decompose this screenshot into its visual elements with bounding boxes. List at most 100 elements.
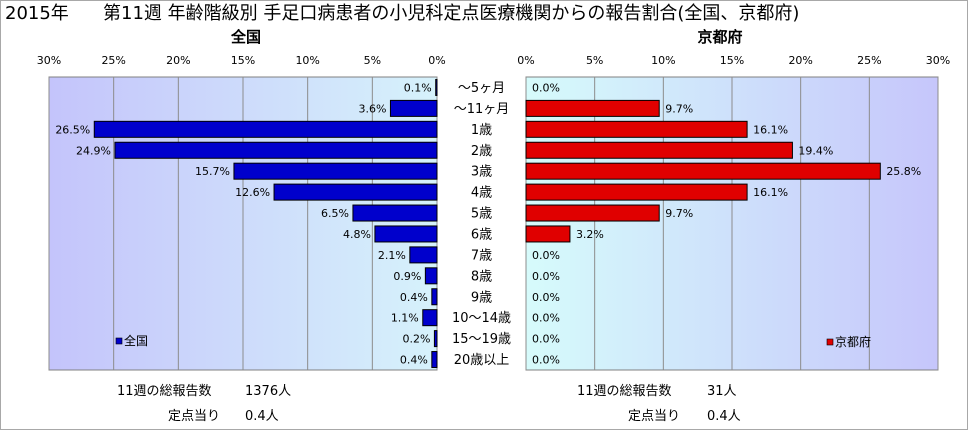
national-tick-label: 30% bbox=[37, 54, 61, 67]
kyoto-bar bbox=[525, 141, 793, 159]
kyoto-total-value: 31人 bbox=[707, 384, 737, 399]
figure-year: 2015年 bbox=[5, 3, 69, 24]
kyoto-data-label: 9.7% bbox=[665, 207, 693, 220]
category-label: 4歳 bbox=[471, 186, 492, 201]
kyoto-tick-label: 10% bbox=[651, 54, 675, 67]
kyoto-bar bbox=[525, 183, 748, 201]
kyoto-tick-label: 25% bbox=[857, 54, 881, 67]
national-data-label: 1.1% bbox=[391, 312, 419, 325]
kyoto-bar bbox=[525, 120, 748, 138]
kyoto-chart-title: 京都府 bbox=[697, 28, 742, 46]
category-label: ～5ヶ月 bbox=[458, 81, 505, 96]
kyoto-data-label: 0.0% bbox=[532, 354, 560, 367]
kyoto-data-label: 0.0% bbox=[532, 291, 560, 304]
category-label: 6歳 bbox=[471, 227, 492, 242]
kyoto-bar bbox=[525, 99, 660, 117]
kyoto-bar bbox=[525, 225, 571, 243]
national-bar bbox=[422, 309, 438, 327]
category-label: 20歳以上 bbox=[454, 353, 510, 368]
category-label: 9歳 bbox=[471, 290, 492, 305]
national-tick-label: 5% bbox=[364, 54, 381, 67]
kyoto-total-label: 11週の総報告数 bbox=[577, 384, 672, 399]
kyoto-chart: 0% 5% 10% 15% 20% 25% 30% 0.0% 9.7% 16.1% 19.4% 25.… bbox=[517, 54, 950, 371]
national-tick-label: 0% bbox=[428, 54, 445, 67]
national-data-label: 12.6% bbox=[235, 186, 270, 199]
kyoto-bar bbox=[525, 162, 881, 180]
category-label: ～11ヶ月 bbox=[454, 102, 510, 117]
kyoto-data-label: 0.0% bbox=[532, 312, 560, 325]
national-data-label: 0.4% bbox=[400, 354, 428, 367]
national-tick-label: 25% bbox=[101, 54, 125, 67]
category-label: 3歳 bbox=[471, 165, 492, 180]
national-chart: 0% 5% 10% 15% 20% 25% 30% 0.1% 3.6% 26.5% 24.9% 15.… bbox=[37, 54, 446, 371]
national-bar bbox=[114, 141, 438, 159]
figure-title: 第11週 年齢階級別 手足口病患者の小児科定点医療機関からの報告割合(全国、京都… bbox=[103, 3, 799, 24]
kyoto-data-label: 19.4% bbox=[798, 144, 833, 157]
national-data-label: 26.5% bbox=[55, 123, 90, 136]
national-data-label: 6.5% bbox=[321, 207, 349, 220]
kyoto-tick-label: 0% bbox=[517, 54, 534, 67]
national-chart-title: 全国 bbox=[230, 28, 261, 46]
national-total-label: 11週の総報告数 bbox=[117, 384, 212, 399]
category-label: 10～14歳 bbox=[452, 311, 511, 326]
national-data-label: 2.1% bbox=[378, 249, 406, 262]
national-bar bbox=[352, 204, 438, 222]
category-label: 15～19歳 bbox=[452, 332, 511, 347]
national-bar bbox=[389, 99, 438, 117]
national-bar bbox=[433, 330, 438, 348]
category-label: 7歳 bbox=[471, 248, 492, 263]
national-data-label: 0.2% bbox=[402, 333, 430, 346]
kyoto-tick-label: 15% bbox=[720, 54, 744, 67]
category-label: 2歳 bbox=[471, 144, 492, 159]
national-summary: 11週の総報告数 1376人 定点当り 0.4人 bbox=[117, 384, 291, 424]
kyoto-data-label: 25.8% bbox=[886, 165, 921, 178]
kyoto-data-label: 0.0% bbox=[532, 333, 560, 346]
national-bar bbox=[409, 246, 438, 264]
national-bar bbox=[424, 267, 438, 285]
national-data-label: 0.4% bbox=[400, 291, 428, 304]
category-label: 8歳 bbox=[471, 269, 492, 284]
kyoto-data-label: 16.1% bbox=[753, 123, 788, 136]
national-tick-label: 20% bbox=[166, 54, 190, 67]
national-per-site-label: 定点当り bbox=[168, 409, 220, 424]
national-data-label: 0.9% bbox=[393, 270, 421, 283]
kyoto-data-label: 0.0% bbox=[532, 81, 560, 94]
kyoto-bar bbox=[525, 204, 660, 222]
kyoto-data-label: 0.0% bbox=[532, 270, 560, 283]
kyoto-data-label: 16.1% bbox=[753, 186, 788, 199]
national-data-label: 0.1% bbox=[404, 81, 432, 94]
national-bar bbox=[431, 351, 438, 369]
national-bar bbox=[431, 288, 438, 306]
category-label: 1歳 bbox=[471, 123, 492, 138]
kyoto-per-site-value: 0.4人 bbox=[707, 409, 741, 424]
kyoto-data-label: 9.7% bbox=[665, 102, 693, 115]
kyoto-legend-swatch bbox=[826, 338, 834, 346]
national-tick-label: 10% bbox=[295, 54, 319, 67]
kyoto-tick-label: 30% bbox=[926, 54, 950, 67]
kyoto-per-site-label: 定点当り bbox=[628, 409, 680, 424]
national-bar bbox=[374, 225, 438, 243]
national-total-value: 1376人 bbox=[245, 384, 291, 399]
category-label: 5歳 bbox=[471, 207, 492, 222]
kyoto-data-label: 0.0% bbox=[532, 249, 560, 262]
kyoto-legend-label: 京都府 bbox=[835, 334, 871, 349]
kyoto-summary: 11週の総報告数 31人 定点当り 0.4人 bbox=[577, 384, 741, 424]
national-bar bbox=[435, 78, 438, 96]
national-legend-label: 全国 bbox=[124, 333, 148, 348]
national-tick-label: 15% bbox=[231, 54, 255, 67]
national-data-label: 24.9% bbox=[76, 144, 111, 157]
kyoto-data-label: 3.2% bbox=[576, 228, 604, 241]
national-bar bbox=[93, 120, 438, 138]
kyoto-tick-label: 20% bbox=[788, 54, 812, 67]
national-data-label: 3.6% bbox=[358, 102, 386, 115]
national-legend-swatch bbox=[115, 337, 123, 345]
national-per-site-value: 0.4人 bbox=[245, 409, 279, 424]
national-data-label: 15.7% bbox=[195, 165, 230, 178]
national-bar bbox=[273, 183, 438, 201]
national-bar bbox=[233, 162, 438, 180]
age-group-labels: ～5ヶ月 ～11ヶ月 1歳 2歳 3歳 4歳 5歳 6歳 7歳 8歳 9歳 10～14歳 15～19歳 2… bbox=[452, 81, 511, 368]
national-data-label: 4.8% bbox=[343, 228, 371, 241]
kyoto-tick-label: 5% bbox=[586, 54, 603, 67]
